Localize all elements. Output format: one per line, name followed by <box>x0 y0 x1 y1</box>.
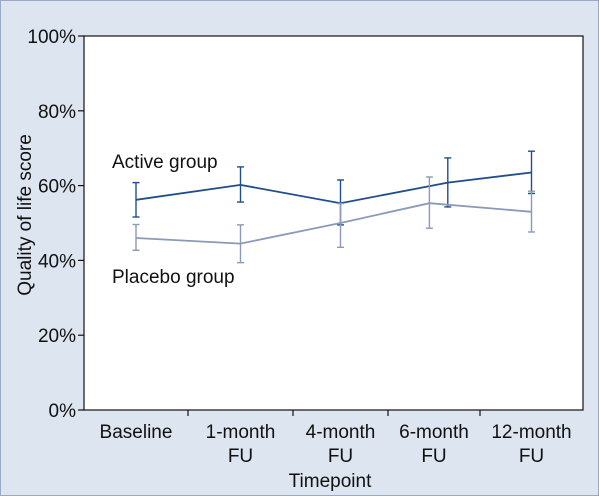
placebo-group-label: Placebo group <box>112 267 235 288</box>
y-axis: 0% 20% 40% 60% 80% 100% <box>27 27 84 422</box>
series-layer <box>132 150 535 264</box>
error-bar <box>425 176 433 229</box>
error-bar <box>337 202 344 249</box>
y-tick-label: 0% <box>49 401 77 422</box>
x-axis: Baseline 1-month FU 4-month FU 6-month FU 12-mo… <box>100 410 572 467</box>
x-tick-label: FU <box>421 446 446 467</box>
y-tick-label: 100% <box>27 27 76 48</box>
error-bar <box>237 224 244 264</box>
y-tick-label: 20% <box>38 326 76 347</box>
x-tick-label: 12-month <box>491 422 571 443</box>
x-tick-label: 1-month <box>206 422 276 443</box>
y-tick-label: 60% <box>38 177 76 198</box>
y-axis-title: Quality of life score <box>15 134 36 296</box>
active-group-label: Active group <box>112 152 218 173</box>
x-tick-label: FU <box>328 446 353 467</box>
x-axis-title: Timepoint <box>289 471 372 492</box>
x-tick-label: FU <box>519 446 544 467</box>
placebo-series <box>132 176 535 264</box>
error-bar <box>528 190 535 233</box>
plot-area <box>83 35 584 411</box>
error-bar <box>132 223 140 252</box>
x-tick-label: Baseline <box>100 422 173 443</box>
x-tick-label: FU <box>228 446 253 467</box>
x-tick-label: 6-month <box>399 422 469 443</box>
y-tick-label: 80% <box>38 102 76 123</box>
y-tick-label: 40% <box>38 251 76 272</box>
error-bar <box>237 166 244 203</box>
error-bar <box>444 157 452 208</box>
error-bar <box>132 181 140 218</box>
x-tick-label: 4-month <box>306 422 376 443</box>
